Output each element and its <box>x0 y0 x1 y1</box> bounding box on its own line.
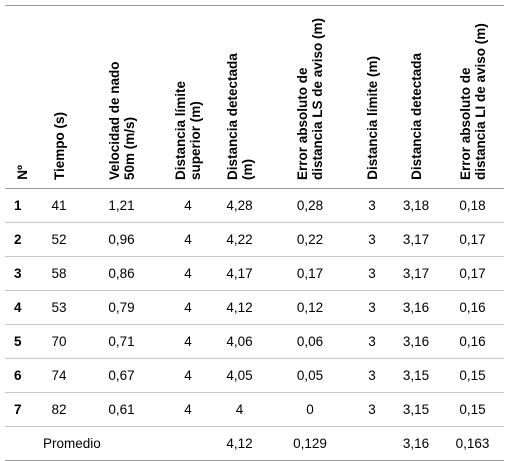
cell-error-li: 0,17 <box>441 256 504 291</box>
cell-distancia-detectada-ls: 4 <box>212 392 267 427</box>
cell-distancia-detectada-li: 3,18 <box>391 188 441 223</box>
cell-limite-superior: 4 <box>164 358 212 393</box>
cell-distancia-detectada-ls: 4,22 <box>212 222 267 257</box>
cell-error-li: 0,16 <box>441 290 504 325</box>
cell-velocidad: 0,86 <box>79 256 164 291</box>
row-number: 4 <box>5 290 39 325</box>
cell-tiempo: 58 <box>39 256 79 291</box>
table-row: 4 53 0,79 4 4,12 0,12 3 3,16 0,16 <box>5 290 504 325</box>
cell-tiempo: 74 <box>39 358 79 393</box>
header-cell-n: Nº <box>5 5 39 189</box>
cell-error-li: 0,15 <box>441 358 504 393</box>
average-error-li: 0,163 <box>441 426 504 461</box>
table-row: 2 52 0,96 4 4,22 0,22 3 3,17 0,17 <box>5 222 504 257</box>
average-label: Promedio <box>5 426 212 461</box>
cell-limite: 3 <box>353 222 391 257</box>
row-number: 2 <box>5 222 39 257</box>
cell-error-ls: 0,28 <box>267 188 353 223</box>
row-number: 3 <box>5 256 39 291</box>
cell-error-ls: 0,06 <box>267 324 353 359</box>
header-cell-velocidad: Velocidad de nado 50m (m/s) <box>79 5 164 189</box>
header-label: Error absoluto de distancia LS de aviso … <box>295 17 325 180</box>
cell-limite: 3 <box>353 358 391 393</box>
cell-limite-superior: 4 <box>164 222 212 257</box>
cell-distancia-detectada-ls: 4,17 <box>212 256 267 291</box>
cell-error-ls: 0,17 <box>267 256 353 291</box>
cell-distancia-detectada-ls: 4,28 <box>212 188 267 223</box>
cell-limite-superior: 4 <box>164 188 212 223</box>
table-row: 7 82 0,61 4 4 0 3 3,15 0,15 <box>5 392 504 427</box>
cell-distancia-detectada-li: 3,16 <box>391 324 441 359</box>
cell-distancia-detectada-li: 3,15 <box>391 358 441 393</box>
row-number: 5 <box>5 324 39 359</box>
cell-velocidad: 0,71 <box>79 324 164 359</box>
cell-limite-superior: 4 <box>164 290 212 325</box>
cell-limite: 3 <box>353 256 391 291</box>
header-label: Distancia límite superior (m) <box>173 80 203 180</box>
cell-error-li: 0,18 <box>441 188 504 223</box>
cell-error-ls: 0,05 <box>267 358 353 393</box>
results-table: Nº Tiempo (s) Velocidad de nado 50m (m/s… <box>5 5 504 461</box>
cell-velocidad: 0,61 <box>79 392 164 427</box>
header-cell-tiempo: Tiempo (s) <box>39 5 79 189</box>
cell-limite: 3 <box>353 290 391 325</box>
table-row: 5 70 0,71 4 4,06 0,06 3 3,16 0,16 <box>5 324 504 359</box>
cell-limite-superior: 4 <box>164 324 212 359</box>
cell-distancia-detectada-ls: 4,06 <box>212 324 267 359</box>
header-cell-distancia-detectada-li: Distancia detectada <box>391 5 441 189</box>
cell-tiempo: 52 <box>39 222 79 257</box>
cell-limite-superior: 4 <box>164 256 212 291</box>
cell-error-ls: 0 <box>267 392 353 427</box>
document-page: Nº Tiempo (s) Velocidad de nado 50m (m/s… <box>5 5 504 461</box>
cell-error-ls: 0,22 <box>267 222 353 257</box>
header-row: Nº Tiempo (s) Velocidad de nado 50m (m/s… <box>5 5 504 189</box>
row-number: 7 <box>5 392 39 427</box>
header-label: Distancia límite (m) <box>364 56 380 180</box>
average-distancia-detectada-ls: 4,12 <box>212 426 267 461</box>
header-cell-error-li: Error absoluto de distancia LI de aviso … <box>441 5 504 189</box>
header-label: Tiempo (s) <box>51 111 67 180</box>
header-label: Nº <box>14 165 30 180</box>
table-row: 6 74 0,67 4 4,05 0,05 3 3,15 0,15 <box>5 358 504 393</box>
cell-distancia-detectada-li: 3,17 <box>391 222 441 257</box>
average-distancia-detectada-li: 3,16 <box>391 426 441 461</box>
cell-velocidad: 0,79 <box>79 290 164 325</box>
header-label: Velocidad de nado 50m (m/s) <box>106 61 137 180</box>
header-cell-limite-superior: Distancia límite superior (m) <box>164 5 212 189</box>
average-error-ls: 0,129 <box>267 426 353 461</box>
average-row: Promedio 4,12 0,129 3,16 0,163 <box>5 426 504 461</box>
cell-distancia-detectada-li: 3,16 <box>391 290 441 325</box>
cell-distancia-detectada-li: 3,15 <box>391 392 441 427</box>
cell-limite: 3 <box>353 188 391 223</box>
average-empty-cell <box>353 426 391 461</box>
cell-velocidad: 0,96 <box>79 222 164 257</box>
cell-error-li: 0,15 <box>441 392 504 427</box>
cell-velocidad: 1,21 <box>79 188 164 223</box>
header-label: Distancia detectada <box>408 53 424 180</box>
table-row: 1 41 1,21 4 4,28 0,28 3 3,18 0,18 <box>5 188 504 223</box>
cell-tiempo: 53 <box>39 290 79 325</box>
cell-distancia-detectada-ls: 4,12 <box>212 290 267 325</box>
cell-distancia-detectada-li: 3,17 <box>391 256 441 291</box>
cell-tiempo: 82 <box>39 392 79 427</box>
cell-velocidad: 0,67 <box>79 358 164 393</box>
header-cell-error-ls: Error absoluto de distancia LS de aviso … <box>267 5 353 189</box>
cell-limite: 3 <box>353 324 391 359</box>
table-row: 3 58 0,86 4 4,17 0,17 3 3,17 0,17 <box>5 256 504 291</box>
cell-error-li: 0,16 <box>441 324 504 359</box>
cell-tiempo: 41 <box>39 188 79 223</box>
cell-limite: 3 <box>353 392 391 427</box>
row-number: 6 <box>5 358 39 393</box>
header-label: Error absoluto de distancia LI de aviso … <box>457 23 488 180</box>
cell-tiempo: 70 <box>39 324 79 359</box>
row-number: 1 <box>5 188 39 223</box>
cell-error-li: 0,17 <box>441 222 504 257</box>
header-label: Distancia detectada (m) <box>224 53 255 180</box>
cell-limite-superior: 4 <box>164 392 212 427</box>
cell-distancia-detectada-ls: 4,05 <box>212 358 267 393</box>
cell-error-ls: 0,12 <box>267 290 353 325</box>
header-cell-limite: Distancia límite (m) <box>353 5 391 189</box>
header-cell-distancia-detectada-ls: Distancia detectada (m) <box>212 5 267 189</box>
